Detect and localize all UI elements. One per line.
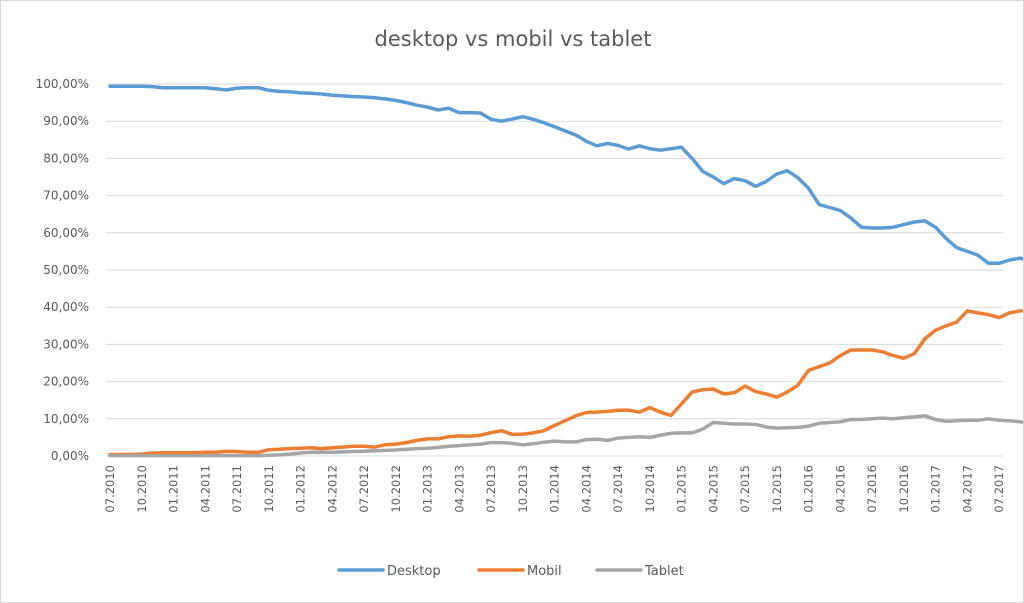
x-tick-label: 01.2011 [167,465,181,513]
legend: Desktop Mobil Tablet [337,564,684,579]
legend-item-desktop: Desktop [337,564,441,579]
x-tick-label: 04.2011 [198,465,212,513]
series-line-desktop [108,84,1023,266]
series-line-tablet [108,414,1023,458]
x-tick-label: 04.2014 [579,465,593,513]
y-tick-label: 100,00% [36,77,89,91]
x-tick-label: 04.2012 [325,465,339,513]
x-tick-label: 04.2015 [706,465,720,513]
legend-label: Mobil [527,564,562,579]
chart-title: desktop vs mobil vs tablet [375,27,652,51]
y-tick-label: 60,00% [43,226,89,240]
x-tick-label: 07.2016 [865,465,879,513]
x-tick-label: 01.2017 [929,465,943,513]
y-tick-label: 30,00% [43,337,89,351]
y-tick-label: 0,00% [51,449,89,463]
x-tick-label: 07.2013 [484,465,498,513]
y-tick-label: 40,00% [43,300,89,314]
y-tick-label: 10,00% [43,412,89,426]
x-tick-label: 10.2014 [643,465,657,513]
x-tick-label: 04.2013 [452,465,466,513]
x-tick-label: 07.2011 [230,465,244,513]
x-tick-label: 10.2010 [135,465,149,513]
x-tick-label: 01.2016 [802,465,816,513]
series-lines [108,84,1023,458]
y-tick-label: 80,00% [43,151,89,165]
x-tick-label: 07.2012 [357,465,371,513]
x-tick-label: 04.2016 [833,465,847,513]
x-tick-label: 07.2010 [103,465,117,513]
x-axis-ticks: 07.2010 10.2010 01.2011 04.2011 07.2011 10.20… [103,465,1006,513]
y-axis-ticks: 0,00% 10,00% 20,00% 30,00% 40,00% 50,00% 60,00… [36,77,89,463]
y-tick-label: 90,00% [43,114,89,128]
x-tick-label: 07.2017 [992,465,1006,513]
x-tick-label: 01.2015 [675,465,689,513]
legend-item-tablet: Tablet [595,564,684,579]
x-tick-label: 01.2013 [421,465,435,513]
x-tick-label: 10.2011 [262,465,276,513]
x-tick-label: 01.2012 [294,465,308,513]
x-tick-label: 07.2014 [611,465,625,513]
x-tick-label: 10.2015 [770,465,784,513]
x-tick-label: 04.2017 [960,465,974,513]
gridlines [106,83,1003,457]
x-tick-label: 07.2015 [738,465,752,513]
x-tick-label: 01.2014 [548,465,562,513]
x-tick-label: 10.2012 [389,465,403,513]
series-line-mobil [108,309,1023,457]
x-tick-label: 10.2016 [897,465,911,513]
y-tick-label: 20,00% [43,375,89,389]
x-tick-label: 10.2013 [516,465,530,513]
y-tick-label: 70,00% [43,189,89,203]
legend-label: Tablet [644,564,684,579]
legend-item-mobil: Mobil [477,564,562,579]
y-tick-label: 50,00% [43,263,89,277]
legend-label: Desktop [387,564,441,579]
